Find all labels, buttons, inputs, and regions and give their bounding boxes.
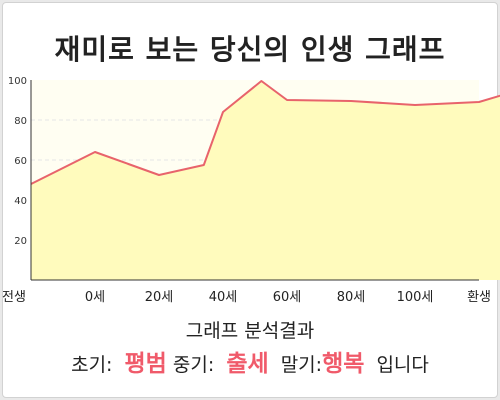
y-tick-label: 60 [14,156,27,167]
y-tick-label: 20 [14,236,27,247]
suffix-text: 입니다 [376,354,429,376]
x-tick-label: 전생 [2,290,26,305]
x-tick-label: 환생 [467,290,491,305]
x-tick-label: 20세 [145,290,174,305]
x-tick-label: 80세 [337,290,366,305]
y-tick-label: 40 [14,196,27,207]
late-label: 말기: [280,354,323,376]
y-tick-label: 100 [8,76,27,87]
late-value: 행복 [322,351,365,377]
page-title: 재미로 보는 당신의 인생 그래프 [54,33,446,66]
x-tick-label: 60세 [273,290,302,305]
result-heading: 그래프 분석결과 [185,320,315,342]
series-line [30,80,500,185]
x-tick-label: 0세 [85,290,105,305]
y-tick-labels: 20 40 60 80 100 [8,76,27,247]
y-tick-label: 80 [14,116,27,127]
x-tick-label: 100세 [397,290,434,305]
x-tick-label: 40세 [209,290,238,305]
area-fill [31,81,500,280]
mid-value: 출세 [226,351,269,377]
x-tick-labels: 전생 0세 20세 40세 60세 80세 100세 환생 [2,290,491,305]
early-value: 평범 [124,351,167,377]
mid-label: 중기: [172,354,215,376]
result-summary: 초기: 평범 중기: 출세 말기:행복 입니다 [0,348,500,381]
early-label: 초기: [71,354,113,376]
